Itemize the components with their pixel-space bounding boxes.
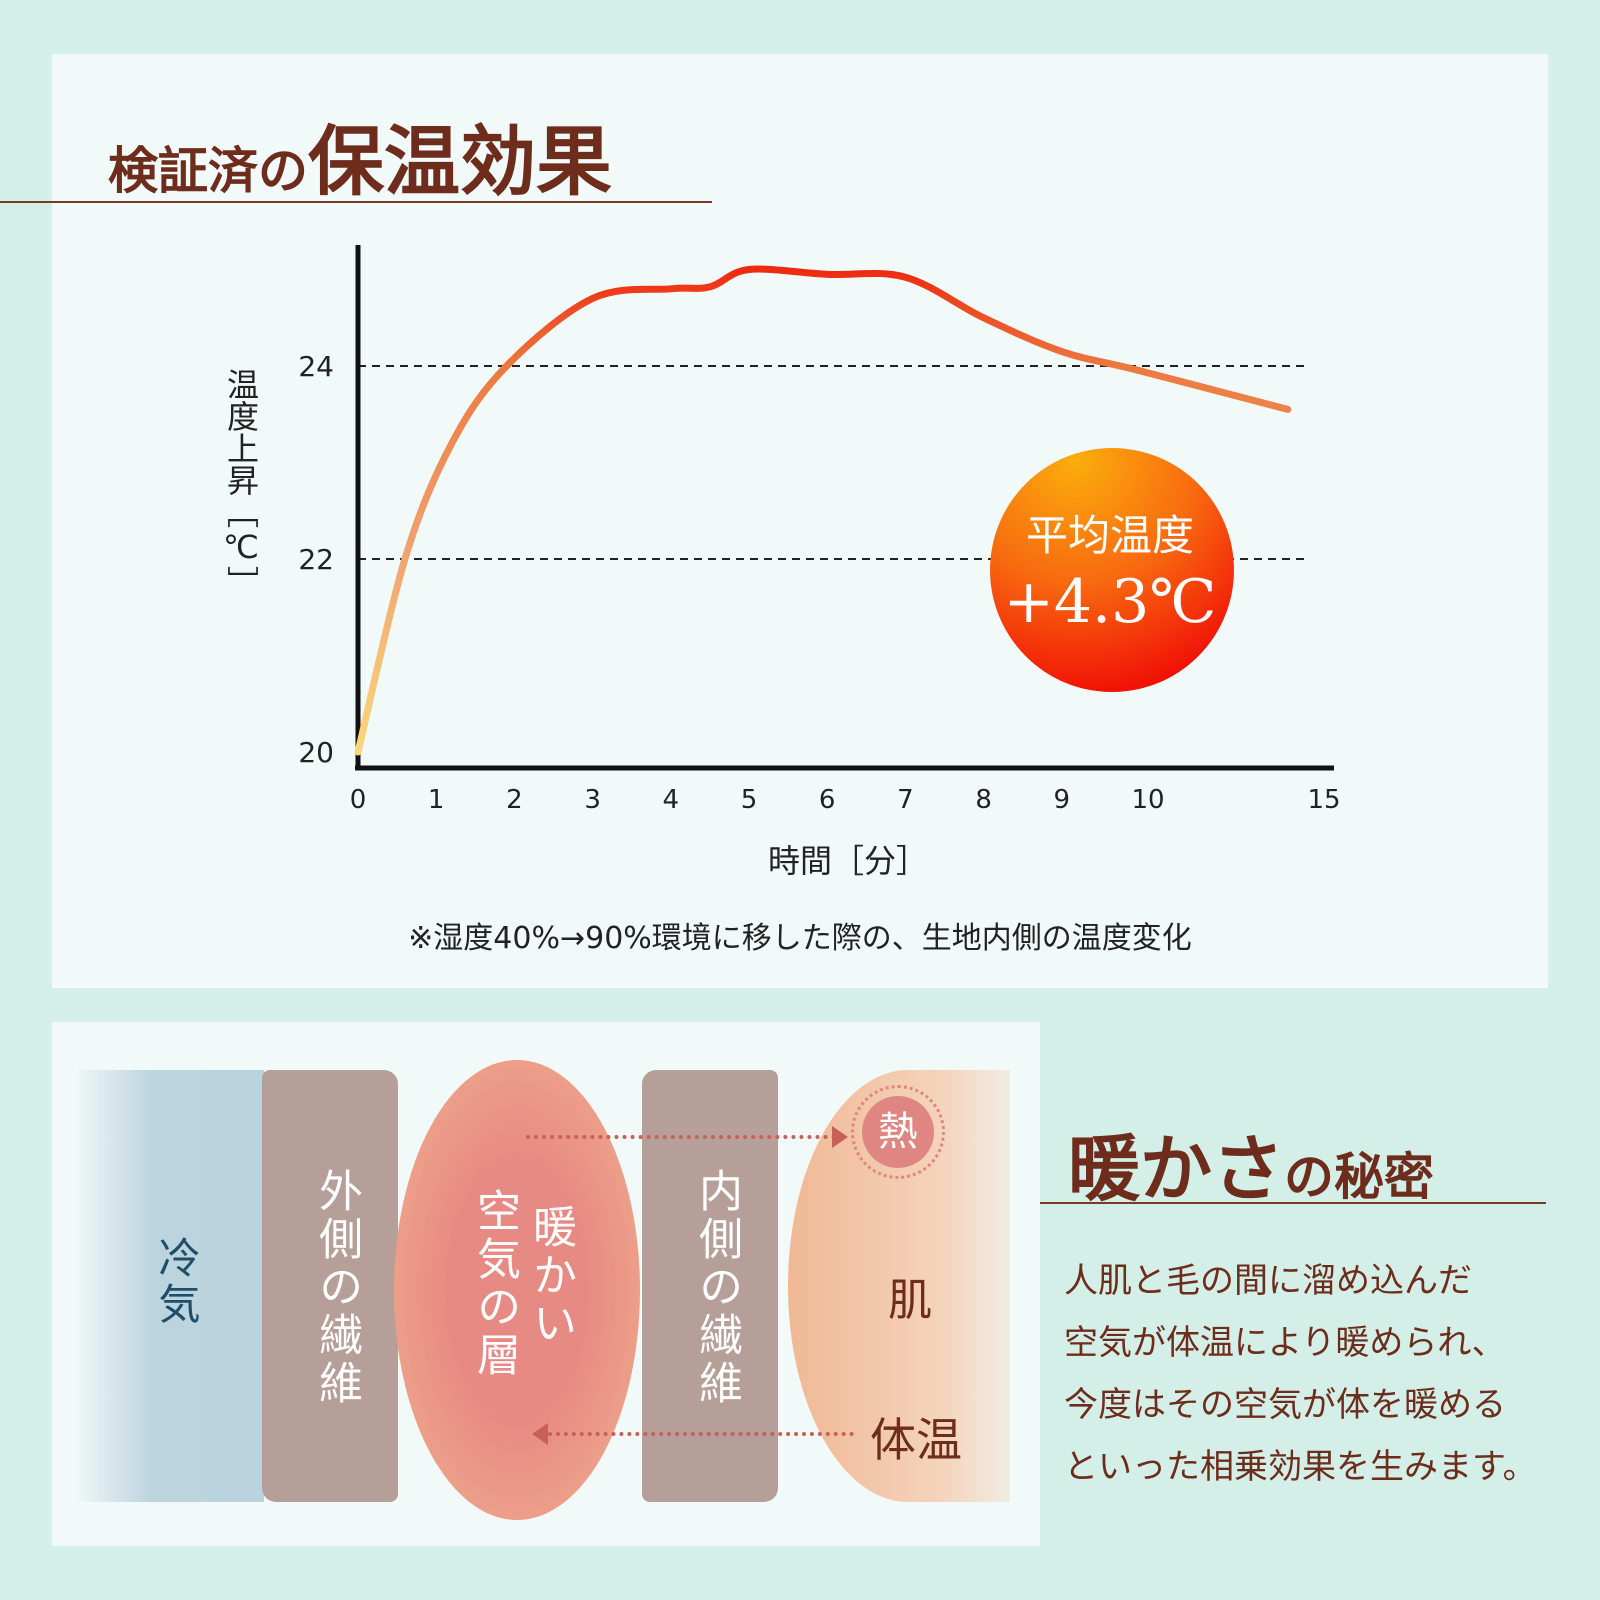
y-tick-label: 22 xyxy=(298,543,334,576)
arrow-to-air xyxy=(548,1432,854,1436)
chart-panel xyxy=(52,54,1548,988)
x-tick-label: 1 xyxy=(428,785,445,815)
x-axis-label: 時間［分］ xyxy=(768,842,928,880)
secret-description: 人肌と毛の間に溜め込んだ 空気が体温により暖められ、 今度はその空気が体を暖める… xyxy=(1064,1250,1584,1498)
secret-underline xyxy=(1040,1202,1546,1204)
skin-label: 肌 xyxy=(888,1275,932,1326)
x-tick-label: 5 xyxy=(741,785,758,815)
chart-title: 検証済の保温効果 xyxy=(108,100,612,210)
warm-air-label-2: 空気の層 xyxy=(469,1188,520,1380)
description-line: 今度はその空気が体を暖める xyxy=(1064,1385,1506,1425)
x-tick-label: 8 xyxy=(975,785,992,815)
y-tick-label: 20 xyxy=(298,736,334,769)
description-line: 空気が体温により暖められ、 xyxy=(1064,1323,1506,1363)
outer-fiber xyxy=(262,1070,398,1502)
x-tick-label: 6 xyxy=(819,785,836,815)
temperature-chart: 20 22 24 0 1 2 3 4 5 6 7 8 9 10 15 平均温度 +4.3℃ 時間［分］ ※湿… xyxy=(298,245,1341,956)
x-tick-label: 4 xyxy=(663,785,680,815)
x-tick-label: 9 xyxy=(1054,785,1071,815)
title-underline xyxy=(0,201,712,203)
inner-fiber xyxy=(642,1070,778,1502)
cold-air-layer xyxy=(78,1070,264,1502)
inner-fiber-label: 内側の繊維 xyxy=(691,1168,742,1408)
chart-note: ※湿度40%→90%環境に移した際の、生地内側の温度変化 xyxy=(408,921,1192,956)
heat-badge: 熱 xyxy=(851,1085,945,1179)
average-value: +4.3℃ xyxy=(1004,567,1217,637)
x-tick-label: 10 xyxy=(1131,785,1164,815)
title-large: 保温効果 xyxy=(308,117,612,206)
arrow-left-head-icon xyxy=(532,1423,548,1445)
x-tick-label: 0 xyxy=(350,785,367,815)
title-small: 検証済の xyxy=(108,141,308,200)
secret-title: 暖かさの秘密 xyxy=(1068,1110,1434,1215)
x-tick-label: 2 xyxy=(506,785,523,815)
x-tick-label: 3 xyxy=(584,785,601,815)
description-line: 人肌と毛の間に溜め込んだ xyxy=(1064,1261,1472,1301)
cold-air-label: 冷気 xyxy=(152,1236,201,1328)
outer-fiber-label: 外側の繊維 xyxy=(311,1168,362,1408)
secret-title-small: の秘密 xyxy=(1284,1147,1435,1206)
x-tick-label: 7 xyxy=(897,785,914,815)
average-label: 平均温度 xyxy=(1026,511,1194,560)
warm-air-label-1: 暖かい xyxy=(525,1204,576,1348)
average-badge xyxy=(990,448,1234,692)
y-tick-label: 24 xyxy=(298,350,334,383)
body-temp-label: 体温 xyxy=(870,1413,962,1467)
x-tick-label: 15 xyxy=(1307,785,1340,815)
description-line: といった相乗効果を生みます。 xyxy=(1064,1447,1537,1487)
secret-title-large: 暖かさ xyxy=(1068,1126,1285,1211)
series-line xyxy=(354,265,1292,756)
y-axis-label: 温度上昇［℃］ xyxy=(222,368,260,598)
arrow-right-head-icon xyxy=(832,1126,848,1148)
arrow-to-heat xyxy=(526,1135,836,1139)
